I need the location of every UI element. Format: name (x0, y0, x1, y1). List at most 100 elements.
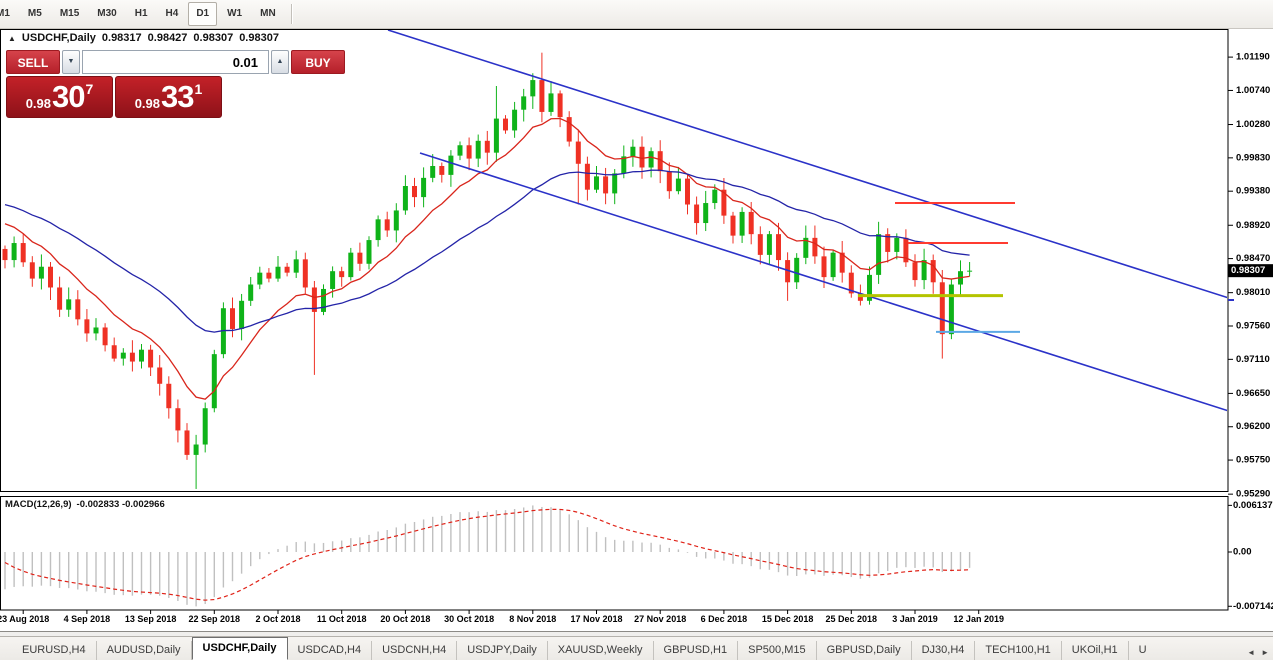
price-axis-label: 1.01190 (1236, 52, 1270, 63)
macd-pane[interactable] (0, 496, 1229, 611)
timeframe-button-H1[interactable]: H1 (134, 8, 148, 19)
chart-tab-GBPUSD-H1[interactable]: GBPUSD,H1 (654, 641, 739, 660)
lot-increase-button[interactable]: ▲ (271, 50, 289, 74)
ma-fast-line (4, 117, 970, 400)
ohlc-close: 0.98307 (239, 32, 279, 44)
chart-tab-XAUUSD-Weekly[interactable]: XAUUSD,Weekly (548, 641, 654, 660)
macd-axis-label: 0.00 (1233, 547, 1252, 558)
channel-trendline-lower[interactable] (419, 152, 1235, 413)
chart-tab-USDJPY-Daily[interactable]: USDJPY,Daily (457, 641, 548, 660)
chart-tab-USDCHF-Daily[interactable]: USDCHF,Daily (191, 637, 288, 660)
chart-symbol-period: USDCHF,Daily (21, 32, 96, 44)
macd-name: MACD(12,26,9) (5, 499, 72, 510)
price-axis-label: 0.96200 (1236, 421, 1270, 432)
buy-price-big-digits: 33 (161, 79, 194, 114)
price-axis-label: 0.99380 (1236, 186, 1270, 197)
tab-scroll-right-icon[interactable]: ► (1261, 648, 1269, 657)
date-axis-label: 17 Nov 2018 (570, 614, 622, 624)
timeframe-button-M5[interactable]: M5 (27, 8, 42, 19)
collapse-chart-icon[interactable]: ▲ (8, 33, 16, 43)
chart-tab-SP500-M15[interactable]: SP500,M15 (738, 641, 817, 660)
chart-tab-bar: EURUSD,H4 AUDUSD,Daily USDCHF,Daily USDCAD,… (0, 636, 1273, 660)
timeframe-button-MN[interactable]: MN (260, 8, 276, 19)
lot-size-input[interactable] (82, 50, 269, 74)
date-axis-label: 23 Aug 2018 (0, 614, 49, 624)
chart-tab-USDCAD-H4[interactable]: USDCAD,H4 (288, 641, 373, 660)
ohlc-open: 0.98317 (101, 32, 142, 44)
chart-tab-GBPUSD-Daily[interactable]: GBPUSD,Daily (817, 641, 912, 660)
date-axis-label: 8 Nov 2018 (509, 614, 556, 624)
sell-price-button[interactable]: 0.98 30 7 (6, 76, 113, 118)
chart-tab-U[interactable]: U (1138, 644, 1147, 656)
date-axis-label: 25 Dec 2018 (826, 614, 878, 624)
macd-axis-label: -0.007142 (1233, 601, 1273, 612)
price-axis-label: 1.00280 (1236, 119, 1270, 130)
buy-price-pipette: 1 (194, 81, 203, 97)
price-axis-label: 0.99830 (1236, 152, 1270, 163)
timeframe-button-M15[interactable]: M15 (59, 8, 80, 19)
timeframe-toolbar: M1 M5 M15 M30 H1 H4 D1 W1 MN (0, 0, 1273, 29)
tab-scroll-left-icon[interactable]: ◄ (1247, 648, 1256, 657)
macd-axis-label: 0.006137 (1233, 500, 1273, 511)
macd-values: -0.002833 -0.002966 (76, 499, 165, 510)
date-axis-label: 15 Dec 2018 (762, 614, 814, 624)
ohlc-low: 0.98307 (193, 32, 234, 44)
chart-tab-USDCNH-H4[interactable]: USDCNH,H4 (372, 641, 458, 660)
macd-signal-line (4, 508, 970, 601)
ma-slow-line (4, 169, 970, 333)
current-price-tag (1228, 264, 1273, 278)
date-axis-label: 30 Oct 2018 (444, 614, 494, 624)
date-axis-label: 22 Sep 2018 (189, 614, 241, 624)
chart-tab-DJ30-H4[interactable]: DJ30,H4 (912, 641, 976, 660)
date-axis-label: 20 Oct 2018 (380, 614, 430, 624)
buy-button[interactable]: BUY (291, 50, 345, 74)
date-axis-label: 11 Oct 2018 (317, 614, 367, 624)
timeframe-button-M1[interactable]: M1 (0, 8, 10, 19)
chart-tab-EURUSD-H4[interactable]: EURUSD,H4 (12, 641, 97, 660)
price-axis-label: 0.98010 (1236, 287, 1270, 298)
date-axis-label: 2 Oct 2018 (255, 614, 300, 624)
current-price-label: 0.98307 (1231, 265, 1265, 276)
macd-histogram (4, 505, 971, 607)
timeframe-button-H4[interactable]: H4 (165, 8, 179, 19)
price-axis-label: 0.98920 (1236, 220, 1270, 231)
ohlc-high: 0.98427 (147, 32, 188, 44)
sell-price-big-digits: 30 (52, 79, 85, 114)
date-axis-label: 4 Sep 2018 (64, 614, 111, 624)
timeframe-button-W1[interactable]: W1 (227, 8, 243, 19)
ohlc-readout: 0.98317 0.98427 0.98307 0.98307 (102, 32, 279, 44)
lot-decrease-button[interactable]: ▼ (62, 50, 80, 74)
chart-tab-AUDUSD-Daily[interactable]: AUDUSD,Daily (97, 641, 192, 660)
timeframe-button-M30[interactable]: M30 (97, 8, 117, 19)
date-axis-label: 6 Dec 2018 (701, 614, 748, 624)
channel-trendline-upper[interactable] (387, 30, 1235, 300)
tab-scroll-arrows: ◄ ► (1247, 648, 1273, 657)
buy-price-prefix: 0.98 (134, 95, 161, 111)
price-axis-label: 0.95750 (1236, 455, 1270, 466)
chart-tab-TECH100-H1[interactable]: TECH100,H1 (975, 641, 1062, 660)
date-axis-label: 13 Sep 2018 (125, 614, 177, 624)
one-click-trading-panel: SELL ▼ ▲ BUY 0.98 30 7 0.98 33 1 (6, 50, 345, 118)
toolbar-separator (290, 4, 293, 24)
price-axis-label: 0.96650 (1236, 388, 1270, 399)
price-axis-label: 0.97110 (1236, 354, 1270, 365)
chart-tab-UKOil-H1[interactable]: UKOil,H1 (1062, 641, 1129, 660)
price-pane-content (2, 30, 1235, 489)
chart-header: ▲ USDCHF,Daily 0.98317 0.98427 0.98307 0… (8, 32, 279, 44)
date-axis-label: 12 Jan 2019 (953, 614, 1004, 624)
buy-price-button[interactable]: 0.98 33 1 (115, 76, 222, 118)
price-axis-label: 0.98470 (1236, 253, 1270, 264)
sell-price-prefix: 0.98 (25, 95, 52, 111)
price-axis-label: 0.97560 (1236, 321, 1270, 332)
price-axis-label: 1.00740 (1236, 85, 1270, 96)
macd-indicator-label: MACD(12,26,9) -0.002833 -0.002966 (5, 499, 165, 510)
macd-pane-content (4, 505, 971, 607)
sell-button[interactable]: SELL (6, 50, 60, 74)
sell-price-pipette: 7 (85, 81, 94, 97)
date-axis-label: 3 Jan 2019 (892, 614, 938, 624)
price-axis-label: 0.95290 (1236, 489, 1270, 500)
date-axis-label: 27 Nov 2018 (634, 614, 686, 624)
timeframe-button-D1[interactable]: D1 (188, 2, 218, 26)
